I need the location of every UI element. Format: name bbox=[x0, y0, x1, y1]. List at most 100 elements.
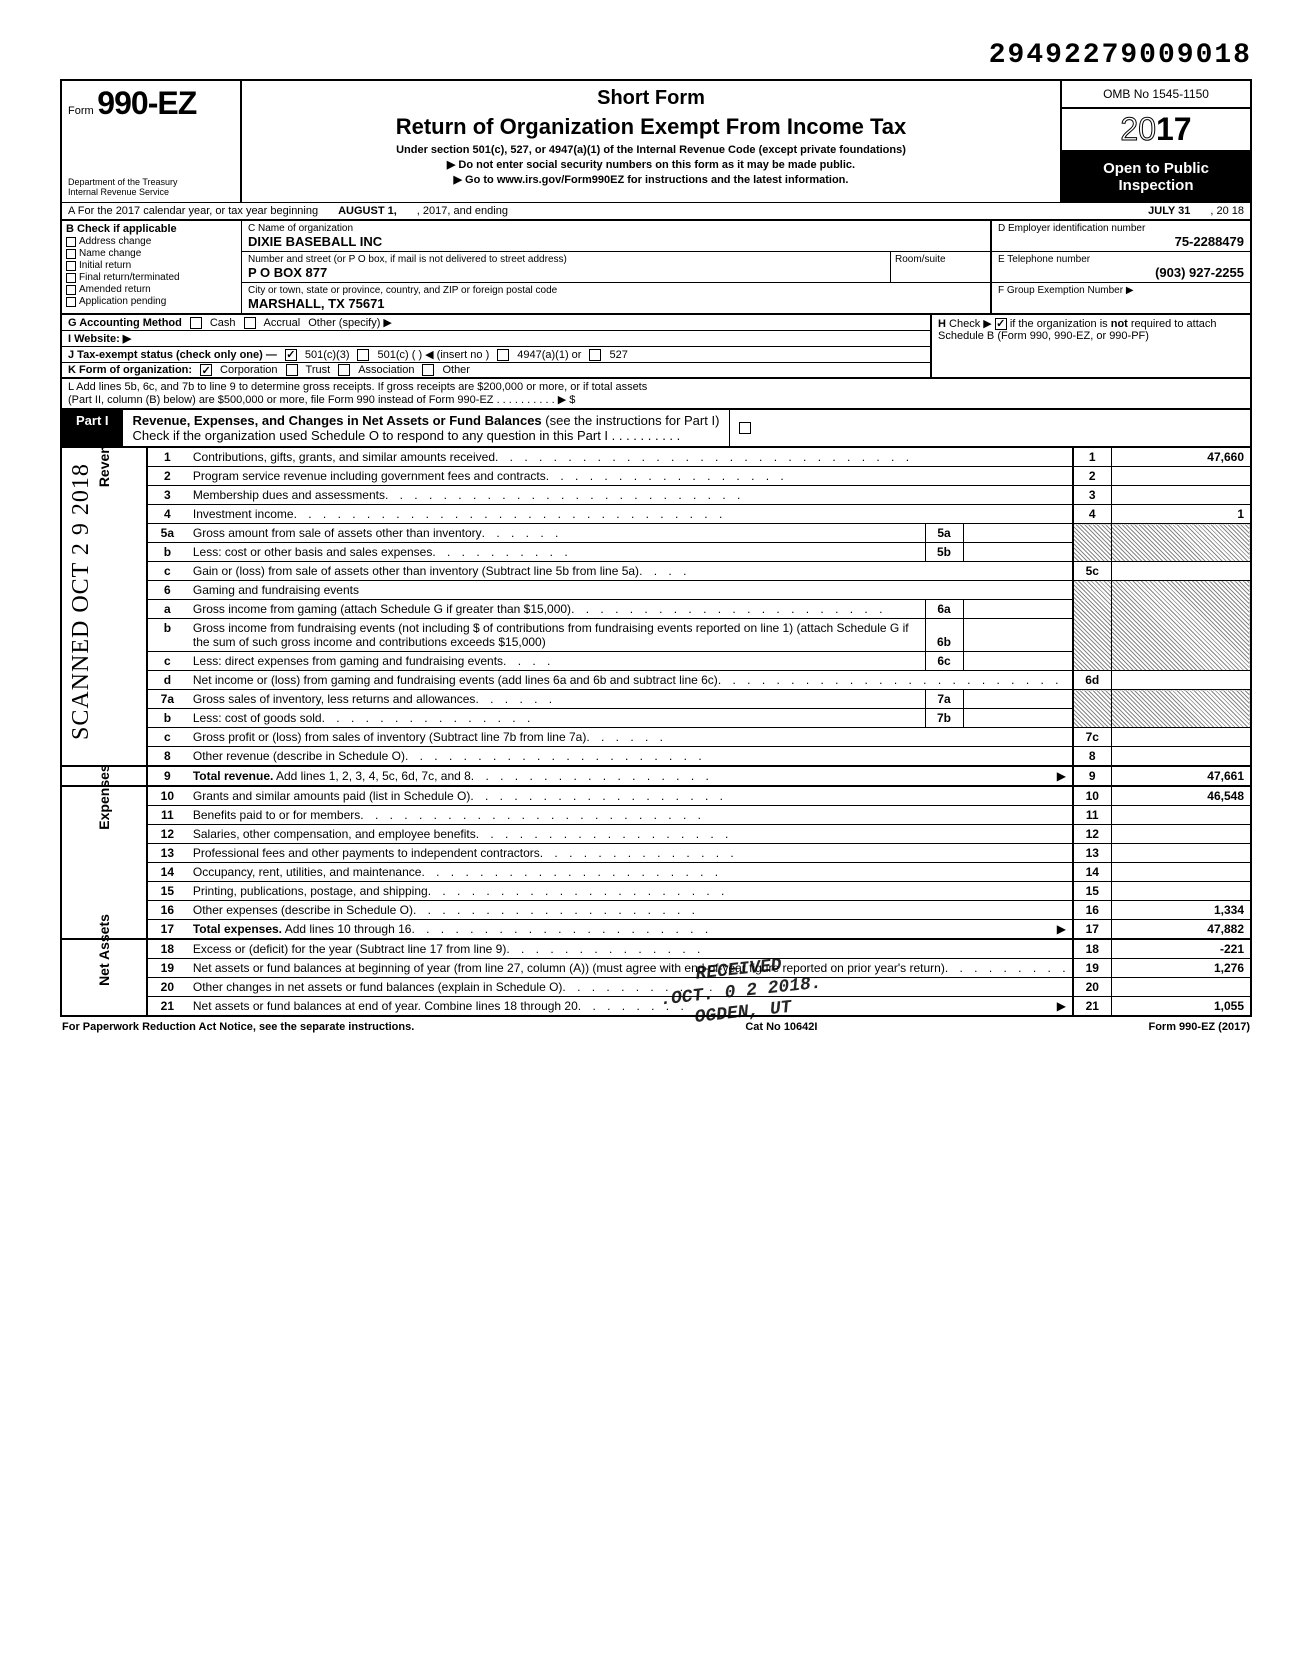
line-17-value: 47,882 bbox=[1111, 920, 1251, 940]
addr-label: Number and street (or P O box, if mail i… bbox=[248, 254, 884, 265]
part-1-tag: Part I bbox=[62, 410, 123, 446]
row-i: I Website: ▶ bbox=[62, 331, 930, 347]
org-info-block: B Check if applicable Address change Nam… bbox=[60, 219, 1252, 313]
subtitle-2: ▶ Do not enter social security numbers o… bbox=[254, 158, 1048, 171]
footer-mid: Cat No 10642I bbox=[745, 1021, 817, 1033]
dept-line-2: Internal Revenue Service bbox=[68, 188, 178, 198]
scanned-stamp: SCANNED OCT 2 9 2018 bbox=[68, 463, 95, 740]
line-6d: dNet income or (loss) from gaming and fu… bbox=[61, 671, 1251, 690]
line-5c: cGain or (loss) from sale of assets othe… bbox=[61, 562, 1251, 581]
line-10: Expenses 10Grants and similar amounts pa… bbox=[61, 786, 1251, 806]
line-12: 12Salaries, other compensation, and empl… bbox=[61, 825, 1251, 844]
line-18-value: -221 bbox=[1111, 939, 1251, 959]
g-other[interactable]: Other (specify) ▶ bbox=[308, 316, 392, 329]
cb-amended[interactable]: Amended return bbox=[66, 284, 237, 295]
cb-label: Application pending bbox=[79, 296, 166, 307]
cb-final-return[interactable]: Final return/terminated bbox=[66, 272, 237, 283]
line-9: 9Total revenue. Add lines 1, 2, 3, 4, 5c… bbox=[61, 766, 1251, 786]
cb-application-pending[interactable]: Application pending bbox=[66, 296, 237, 307]
line-19: 19Net assets or fund balances at beginni… bbox=[61, 959, 1251, 978]
department-block: Department of the Treasury Internal Reve… bbox=[68, 178, 178, 198]
ein: 75-2288479 bbox=[998, 234, 1244, 249]
line-4-value: 1 bbox=[1111, 505, 1251, 524]
column-b-checkboxes: B Check if applicable Address change Nam… bbox=[62, 221, 242, 313]
row-a-label: A For the 2017 calendar year, or tax yea… bbox=[68, 205, 318, 217]
col-b-head: B Check if applicable bbox=[66, 223, 237, 235]
row-l-line2: (Part II, column (B) below) are $500,000… bbox=[68, 393, 1244, 406]
part-1-title-bold: Revenue, Expenses, and Changes in Net As… bbox=[133, 413, 542, 428]
net-assets-side-label: Net Assets bbox=[96, 914, 112, 986]
row-k: K Form of organization: ✓Corporation Tru… bbox=[62, 363, 930, 377]
part-1-table: Revenue 1 Contributions, gifts, grants, … bbox=[60, 447, 1252, 1017]
k-other[interactable]: Other bbox=[442, 364, 470, 376]
line-6: 6Gaming and fundraising events bbox=[61, 581, 1251, 600]
short-form-label: Short Form bbox=[254, 87, 1048, 110]
cb-name-change[interactable]: Name change bbox=[66, 248, 237, 259]
j-501c3-checkbox[interactable]: ✓ bbox=[285, 349, 297, 361]
form-990ez-page: SCANNED OCT 2 9 2018 29492279009018 Form… bbox=[60, 40, 1252, 1037]
line-21-value: 1,055 bbox=[1111, 997, 1251, 1017]
cb-initial-return[interactable]: Initial return bbox=[66, 260, 237, 271]
form-header: Form 990-EZ Department of the Treasury I… bbox=[60, 79, 1252, 202]
cb-label: Address change bbox=[79, 236, 151, 247]
expenses-side-label: Expenses bbox=[96, 761, 112, 833]
row-j-label: J Tax-exempt status (check only one) — bbox=[68, 349, 277, 361]
part-1-header: Part I Revenue, Expenses, and Changes in… bbox=[60, 408, 1252, 447]
org-name: DIXIE BASEBALL INC bbox=[248, 234, 984, 249]
j-501c[interactable]: 501(c) ( ) ◀ (insert no ) bbox=[377, 348, 489, 361]
k-corp-checkbox[interactable]: ✓ bbox=[200, 364, 212, 376]
org-city: MARSHALL, TX 75671 bbox=[248, 296, 984, 311]
cb-label: Name change bbox=[79, 248, 141, 259]
line-1: Revenue 1 Contributions, gifts, grants, … bbox=[61, 448, 1251, 467]
line-5a: 5aGross amount from sale of assets other… bbox=[61, 524, 1251, 543]
g-cash[interactable]: Cash bbox=[210, 317, 236, 329]
line-16-value: 1,334 bbox=[1111, 901, 1251, 920]
k-trust[interactable]: Trust bbox=[306, 364, 331, 376]
part-1-title: Revenue, Expenses, and Changes in Net As… bbox=[123, 410, 730, 446]
line-21: 21Net assets or fund balances at end of … bbox=[61, 997, 1251, 1017]
city-label: City or town, state or province, country… bbox=[248, 285, 984, 296]
cb-label: Amended return bbox=[79, 284, 151, 295]
line-3: 3Membership dues and assessments. . . . … bbox=[61, 486, 1251, 505]
line-7a: 7aGross sales of inventory, less returns… bbox=[61, 690, 1251, 709]
cb-label: Final return/terminated bbox=[79, 272, 180, 283]
j-4947[interactable]: 4947(a)(1) or bbox=[517, 349, 581, 361]
line-2: 2Program service revenue including gover… bbox=[61, 467, 1251, 486]
tax-year-end: JULY 31 bbox=[1148, 205, 1190, 217]
org-address: P O BOX 877 bbox=[248, 265, 884, 280]
line-5b: bLess: cost or other basis and sales exp… bbox=[61, 543, 1251, 562]
line-6c: cLess: direct expenses from gaming and f… bbox=[61, 652, 1251, 671]
j-527[interactable]: 527 bbox=[609, 349, 627, 361]
cb-label: Initial return bbox=[79, 260, 131, 271]
row-l: L Add lines 5b, 6c, and 7b to line 9 to … bbox=[60, 377, 1252, 408]
row-h: H Check ▶ ✓ if the organization is not r… bbox=[930, 315, 1250, 377]
line-20: 20Other changes in net assets or fund ba… bbox=[61, 978, 1251, 997]
g-accrual[interactable]: Accrual bbox=[264, 317, 301, 329]
part1-schedule-o-checkbox[interactable] bbox=[739, 422, 751, 434]
d-label: D Employer identification number bbox=[998, 223, 1244, 234]
h-checkbox[interactable]: ✓ bbox=[995, 318, 1007, 330]
j-501c3: 501(c)(3) bbox=[305, 349, 350, 361]
k-corp: Corporation bbox=[220, 364, 277, 376]
cb-address-change[interactable]: Address change bbox=[66, 236, 237, 247]
line-19-value: 1,276 bbox=[1111, 959, 1251, 978]
row-i-label: I Website: ▶ bbox=[68, 332, 131, 345]
rows-g-thru-k: G Accounting Method Cash Accrual Other (… bbox=[60, 313, 1252, 377]
e-label: E Telephone number bbox=[998, 254, 1244, 265]
row-l-line1: L Add lines 5b, 6c, and 7b to line 9 to … bbox=[68, 381, 1244, 393]
k-assoc[interactable]: Association bbox=[358, 364, 414, 376]
line-14: 14Occupancy, rent, utilities, and mainte… bbox=[61, 863, 1251, 882]
part-1-check-line: Check if the organization used Schedule … bbox=[133, 428, 720, 443]
line-7b: bLess: cost of goods sold. . . . . . . .… bbox=[61, 709, 1251, 728]
omb-number: OMB No 1545-1150 bbox=[1062, 81, 1250, 109]
tax-year-begin: AUGUST 1, bbox=[338, 205, 397, 217]
row-a-tax-year: A For the 2017 calendar year, or tax yea… bbox=[60, 202, 1252, 219]
row-g-label: G Accounting Method bbox=[68, 317, 182, 329]
room-suite-label: Room/suite bbox=[890, 252, 990, 282]
line-11: 11Benefits paid to or for members. . . .… bbox=[61, 806, 1251, 825]
f-label: F Group Exemption Number ▶ bbox=[998, 285, 1244, 296]
line-4: 4Investment income. . . . . . . . . . . … bbox=[61, 505, 1251, 524]
line-15: 15Printing, publications, postage, and s… bbox=[61, 882, 1251, 901]
line-8: 8Other revenue (describe in Schedule O).… bbox=[61, 747, 1251, 767]
subtitle-3: ▶ Go to www.irs.gov/Form990EZ for instru… bbox=[254, 173, 1048, 186]
